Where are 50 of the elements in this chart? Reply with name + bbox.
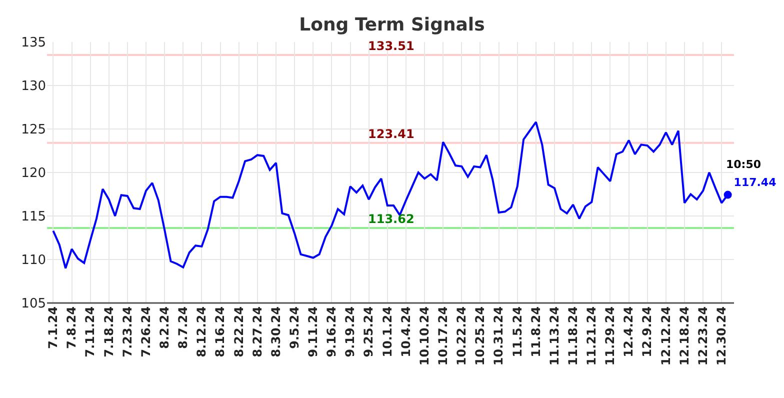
x-tick-label: 12.12.24 xyxy=(658,306,673,366)
x-tick-label: 11.18.24 xyxy=(566,306,580,366)
x-tick-label: 12.18.24 xyxy=(677,306,692,366)
chart-title: Long Term Signals xyxy=(299,14,485,36)
x-tick-label: 9.19.24 xyxy=(343,306,358,358)
x-tick-label: 8.2.24 xyxy=(157,306,172,349)
annotation: 10:50 xyxy=(726,158,762,171)
x-tick-label: 11.5.24 xyxy=(510,306,524,358)
x-tick-label: 7.23.24 xyxy=(120,306,134,358)
x-tick-label: 9.5.24 xyxy=(287,306,302,349)
x-tick-label: 11.8.24 xyxy=(528,306,543,358)
x-tick-label: 12.9.24 xyxy=(640,306,654,358)
y-tick-label: 110 xyxy=(21,253,46,268)
x-tick-label: 8.7.24 xyxy=(176,306,190,349)
x-tick-label: 10.22.24 xyxy=(454,306,469,366)
x-tick-label: 8.30.24 xyxy=(268,306,283,358)
y-tick-label: 120 xyxy=(21,166,46,182)
x-tick-label: 8.12.24 xyxy=(194,306,209,358)
x-tick-label: 10.1.24 xyxy=(380,306,394,358)
x-tick-label: 7.8.24 xyxy=(64,306,79,349)
x-tick-label: 9.11.24 xyxy=(306,306,320,358)
x-tick-label: 10.10.24 xyxy=(417,306,432,366)
x-tick-label: 12.4.24 xyxy=(622,306,636,358)
ref-line-label: 123.41 xyxy=(368,127,414,141)
x-tick-label: 8.16.24 xyxy=(213,306,228,358)
x-tick-label: 11.29.24 xyxy=(603,306,618,366)
x-tick-label: 11.13.24 xyxy=(547,306,562,366)
x-tick-label: 10.17.24 xyxy=(436,306,450,366)
ref-line-label: 133.51 xyxy=(368,39,414,53)
x-tick-label: 7.26.24 xyxy=(138,306,153,358)
x-tick-label: 9.16.24 xyxy=(324,306,339,358)
y-tick-label: 135 xyxy=(21,36,46,51)
y-tick-label: 115 xyxy=(21,210,46,225)
x-tick-label: 12.23.24 xyxy=(696,306,710,366)
x-tick-label: 10.4.24 xyxy=(398,306,413,358)
x-tick-label: 10.31.24 xyxy=(492,306,506,366)
ref-line-label: 113.62 xyxy=(368,212,414,226)
x-tick-label: 8.27.24 xyxy=(250,306,264,358)
x-tick-label: 12.30.24 xyxy=(714,306,729,366)
x-tick-label: 11.21.24 xyxy=(584,306,599,366)
x-tick-label: 8.22.24 xyxy=(232,306,246,358)
x-tick-label: 7.1.24 xyxy=(46,306,60,349)
y-tick-label: 105 xyxy=(21,296,46,312)
y-tick-label: 130 xyxy=(21,79,46,94)
data-label: 117.44 xyxy=(734,176,777,190)
x-tick-label: 7.11.24 xyxy=(83,306,98,358)
y-tick-label: 125 xyxy=(21,122,46,138)
x-tick-label: 7.18.24 xyxy=(102,306,116,358)
x-tick-label: 10.25.24 xyxy=(473,306,488,366)
x-tick-label: 9.25.24 xyxy=(362,306,376,358)
